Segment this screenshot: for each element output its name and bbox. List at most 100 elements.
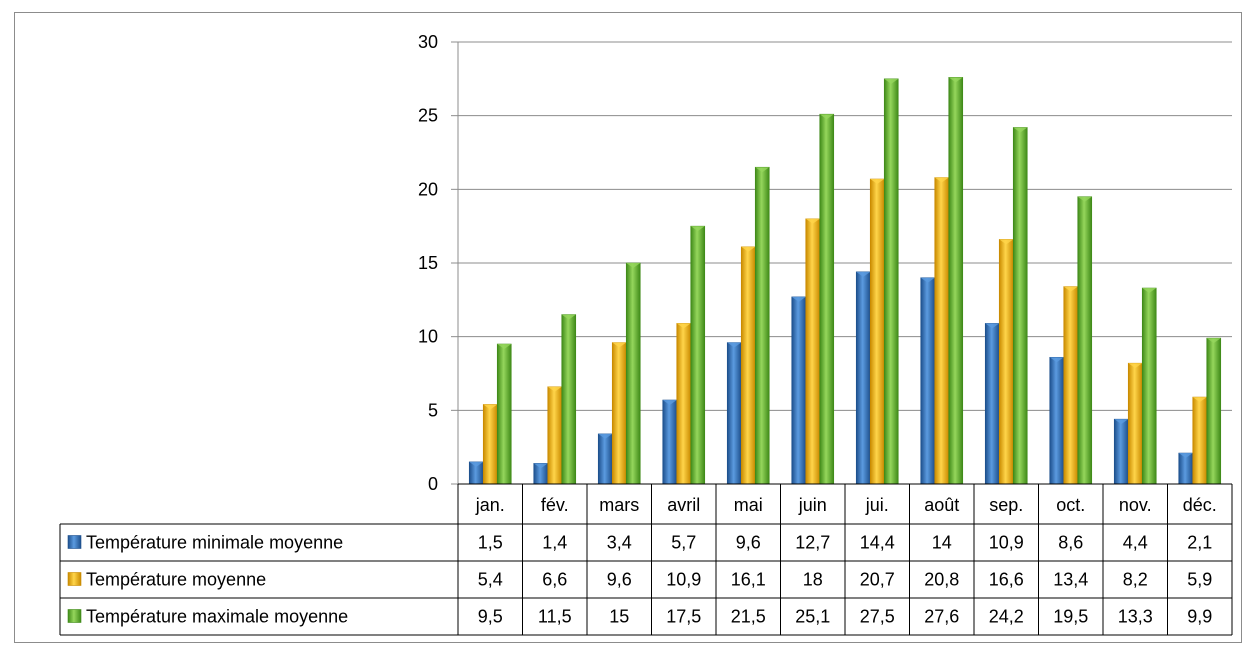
bar-cap [626,263,641,268]
table-cell: 9,5 [478,607,503,627]
table-cell: 14 [932,533,952,553]
table-cell: 5,4 [478,570,503,590]
bar-cap [1049,357,1064,363]
bar-cap [483,404,498,410]
bar-cap [662,400,677,406]
bar-cap [805,218,820,224]
bar [662,399,678,485]
bar [1127,362,1143,485]
bar [791,296,807,485]
table-cell: 8,6 [1058,533,1083,553]
bar-cap [676,323,691,329]
bar-cap [948,77,963,83]
table-cell: 10,9 [989,533,1024,553]
category-label: mai [734,495,763,515]
legend-label: Température maximale moyenne [86,607,348,627]
bar-cap [741,246,756,252]
table-cell: 13,3 [1118,607,1153,627]
table-cell: 20,7 [860,570,895,590]
bar [561,314,577,485]
table-cell: 9,9 [1187,607,1212,627]
table-cell: 9,6 [607,570,632,590]
bar-cap [1128,363,1143,369]
category-label: jan. [475,495,505,515]
bar [740,246,756,485]
category-label: sep. [989,495,1023,515]
legend-swatch [67,572,82,586]
bar [676,323,692,485]
legend-swatch [67,609,82,623]
table-cell: 19,5 [1053,607,1088,627]
bar-cap [870,179,885,185]
bar-cap [533,463,548,469]
bar-cap [1142,288,1157,294]
y-tick-label: 10 [418,327,438,347]
bar [496,343,512,485]
category-label: avril [667,495,700,515]
y-tick-label: 30 [418,32,438,52]
bar [690,225,706,485]
bar [1141,287,1157,485]
y-tick-label: 0 [428,474,438,494]
bar-cap [727,342,742,348]
bar [1063,286,1079,485]
category-label: oct. [1056,495,1085,515]
category-label: fév. [541,495,569,515]
table-cell: 17,5 [666,607,701,627]
bar [920,277,936,485]
table-cell: 1,5 [478,533,503,553]
table-cell: 2,1 [1187,533,1212,553]
bar [1206,337,1222,485]
bar-cap [469,461,484,467]
legend-label: Température minimale moyenne [86,533,343,553]
bar [984,323,1000,485]
table-cell: 10,9 [666,570,701,590]
bar [754,166,770,485]
category-label: mars [599,495,639,515]
bar [1049,356,1065,485]
table-cell: 6,6 [542,570,567,590]
y-tick-label: 5 [428,400,438,420]
bar [998,239,1014,485]
bar-cap [547,386,562,392]
table-cell: 25,1 [795,607,830,627]
table-cell: 13,4 [1053,570,1088,590]
table-cell: 3,4 [607,533,632,553]
bar [855,271,871,485]
bar [883,78,899,485]
bar [948,77,964,485]
bar-cap [1206,338,1221,344]
bar [482,404,498,485]
bar-cap [1178,453,1193,459]
bar-cap [1192,397,1207,403]
category-label: déc. [1183,495,1217,515]
table-cell: 9,6 [736,533,761,553]
table-cell: 21,5 [731,607,766,627]
category-label: août [924,495,959,515]
table-cell: 20,8 [924,570,959,590]
bar [819,113,835,485]
bar-cap [791,296,806,302]
bar-cap [884,78,899,84]
table-cell: 16,1 [731,570,766,590]
table-cell: 15 [609,607,629,627]
y-tick-label: 20 [418,179,438,199]
table-cell: 27,5 [860,607,895,627]
category-label: nov. [1119,495,1152,515]
table-cell: 1,4 [542,533,567,553]
table-cell: 5,7 [671,533,696,553]
bar-cap [598,433,613,439]
table-cell: 14,4 [860,533,895,553]
bar-cap [690,226,705,232]
table-cell: 11,5 [538,607,572,627]
y-tick-label: 15 [418,253,438,273]
table-cell: 12,7 [795,533,830,553]
table-cell: 4,4 [1123,533,1148,553]
bar [1012,127,1028,485]
bar [625,262,641,485]
y-tick-label: 25 [418,106,438,126]
bar [869,178,885,485]
bar-cap [920,277,935,283]
bar-cap [856,271,871,277]
